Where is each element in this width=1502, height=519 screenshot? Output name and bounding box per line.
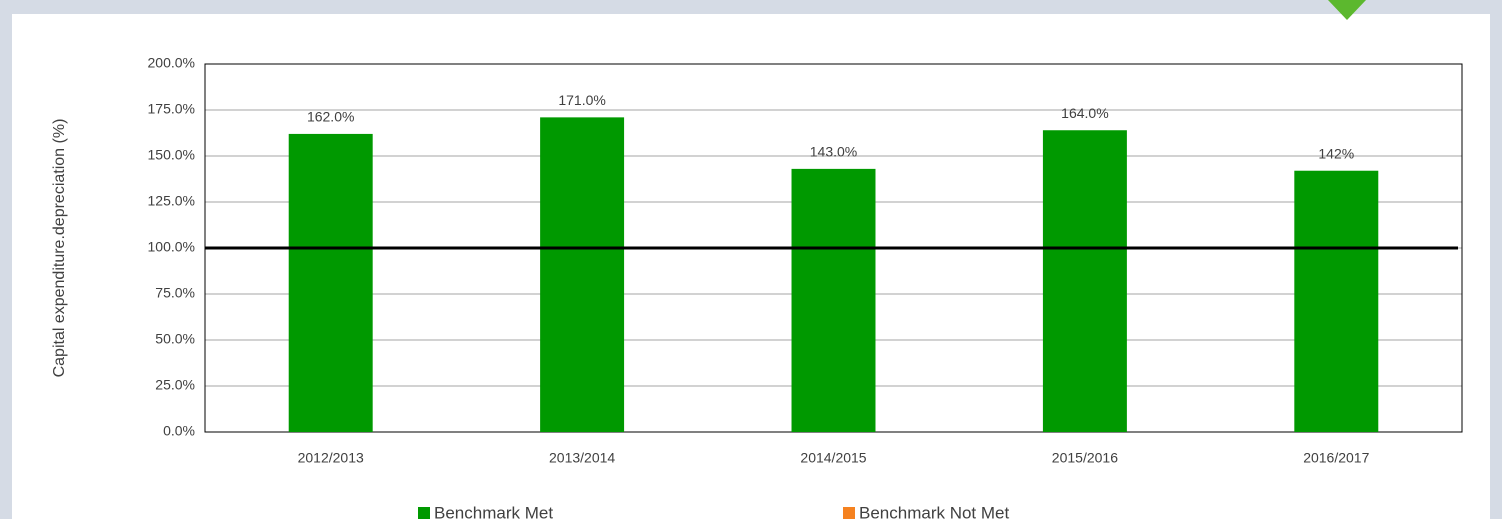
x-tick-label: 2012/2013 [298,450,364,466]
y-tick-label: 200.0% [148,55,195,71]
y-axis-label: Capital expenditure.depreciation (%) [51,119,68,378]
bar [540,117,625,433]
y-tick-label: 25.0% [155,377,195,393]
legend-label: Benchmark Not Met [859,503,1009,519]
y-tick-label: 175.0% [148,101,195,117]
y-tick-label: 50.0% [155,331,195,347]
value-label: 164.0% [1061,105,1108,121]
legend-label: Benchmark Met [434,503,553,519]
bar [288,133,373,433]
y-tick-label: 0.0% [163,423,195,439]
bar [1042,130,1127,433]
x-tick-label: 2016/2017 [1303,450,1369,466]
y-tick-label: 125.0% [148,193,195,209]
check-icon [1328,0,1366,20]
value-label: 142% [1318,145,1354,161]
y-tick-label: 150.0% [148,147,195,163]
x-tick-label: 2015/2016 [1052,450,1118,466]
legend-swatch [418,507,430,519]
panel [12,14,1490,519]
value-label: 162.0% [307,109,354,125]
legend-swatch [843,507,855,519]
x-tick-label: 2013/2014 [549,450,615,466]
bar [791,168,876,432]
value-label: 143.0% [810,144,857,160]
value-label: 171.0% [558,92,605,108]
x-tick-label: 2014/2015 [800,450,866,466]
y-tick-label: 100.0% [148,239,195,255]
y-tick-label: 75.0% [155,285,195,301]
bar [1294,170,1379,432]
